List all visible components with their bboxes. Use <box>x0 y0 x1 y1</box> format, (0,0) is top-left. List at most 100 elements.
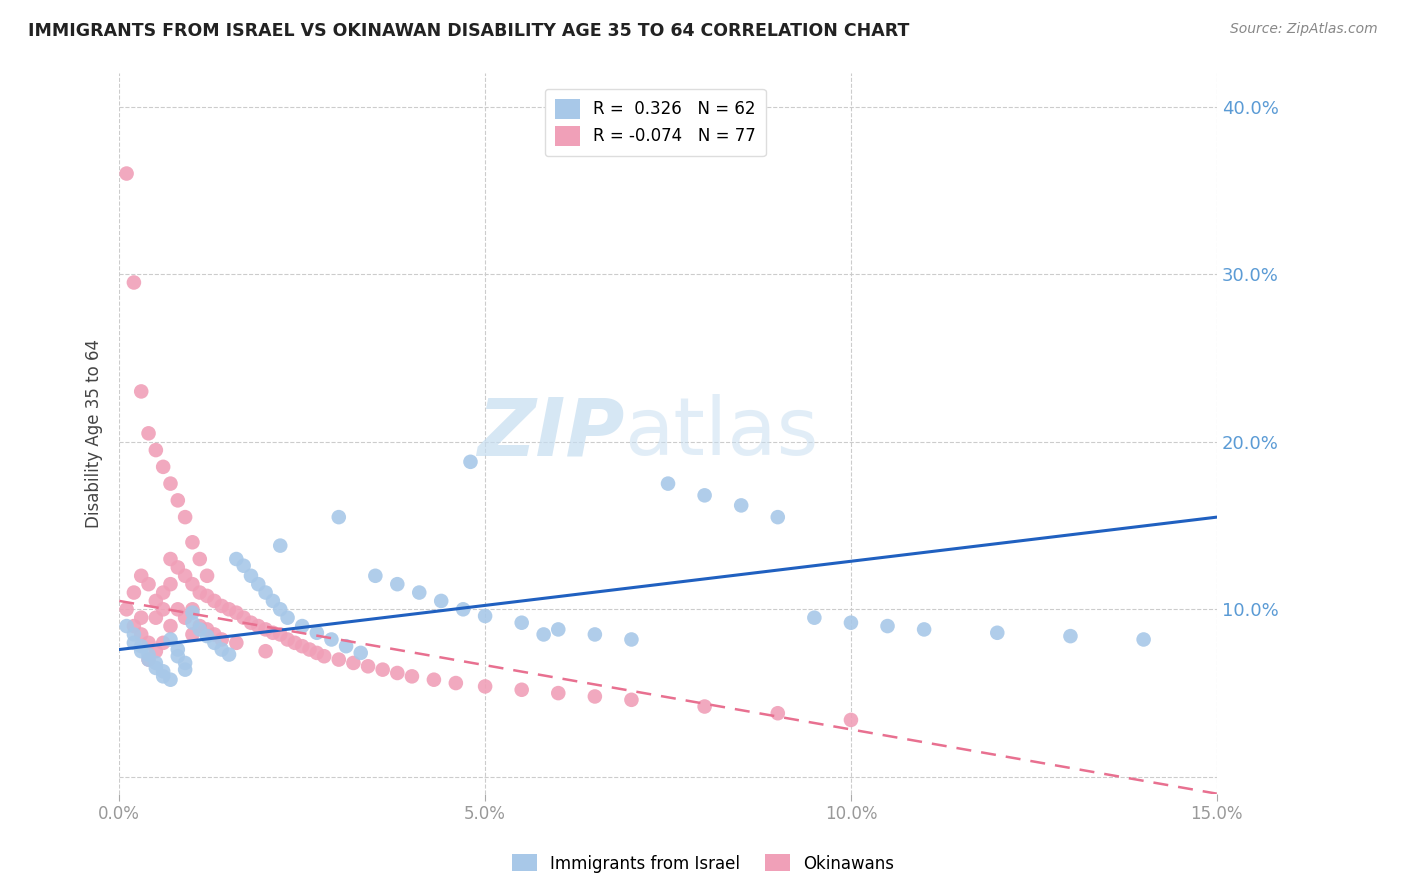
Point <box>291 619 314 633</box>
Point <box>202 636 225 650</box>
Point <box>122 585 145 599</box>
Point <box>314 649 336 664</box>
Point <box>195 623 218 637</box>
Point <box>291 639 314 653</box>
Point <box>277 610 299 624</box>
Point <box>174 569 197 583</box>
Point <box>277 632 299 647</box>
Point <box>262 625 284 640</box>
Point <box>122 619 145 633</box>
Point <box>298 642 321 657</box>
Point <box>202 594 225 608</box>
Point <box>174 663 197 677</box>
Point <box>240 569 263 583</box>
Point <box>181 602 204 616</box>
Point <box>547 623 569 637</box>
Point <box>145 644 167 658</box>
Point <box>145 661 167 675</box>
Point <box>211 642 233 657</box>
Point <box>195 569 218 583</box>
Legend: Immigrants from Israel, Okinawans: Immigrants from Israel, Okinawans <box>505 847 901 880</box>
Point <box>166 602 188 616</box>
Point <box>166 649 188 664</box>
Point <box>225 552 247 566</box>
Point <box>152 459 174 474</box>
Point <box>583 690 606 704</box>
Point <box>181 606 204 620</box>
Point <box>247 619 270 633</box>
Point <box>152 585 174 599</box>
Point <box>730 499 752 513</box>
Point <box>803 610 825 624</box>
Point <box>181 577 204 591</box>
Point <box>138 636 160 650</box>
Point <box>174 656 197 670</box>
Point <box>122 636 145 650</box>
Point <box>129 627 152 641</box>
Point <box>335 639 357 653</box>
Point <box>401 669 423 683</box>
Point <box>364 569 387 583</box>
Point <box>202 627 225 641</box>
Point <box>122 627 145 641</box>
Point <box>321 632 343 647</box>
Point <box>423 673 446 687</box>
Point <box>269 539 291 553</box>
Point <box>152 636 174 650</box>
Point <box>986 625 1008 640</box>
Point <box>166 560 188 574</box>
Point <box>766 706 789 721</box>
Point <box>174 510 197 524</box>
Point <box>262 594 284 608</box>
Point <box>188 552 211 566</box>
Point <box>254 585 277 599</box>
Point <box>122 276 145 290</box>
Text: IMMIGRANTS FROM ISRAEL VS OKINAWAN DISABILITY AGE 35 TO 64 CORRELATION CHART: IMMIGRANTS FROM ISRAEL VS OKINAWAN DISAB… <box>28 22 910 40</box>
Point <box>693 699 716 714</box>
Point <box>657 476 679 491</box>
Legend: R =  0.326   N = 62, R = -0.074   N = 77: R = 0.326 N = 62, R = -0.074 N = 77 <box>544 88 766 156</box>
Point <box>188 585 211 599</box>
Point <box>211 632 233 647</box>
Point <box>342 656 364 670</box>
Text: ZIP: ZIP <box>477 394 624 473</box>
Point <box>166 642 188 657</box>
Point <box>159 552 181 566</box>
Point <box>188 619 211 633</box>
Point <box>284 636 307 650</box>
Point <box>305 646 328 660</box>
Point <box>159 673 181 687</box>
Point <box>474 680 496 694</box>
Point <box>766 510 789 524</box>
Point <box>129 639 152 653</box>
Point <box>138 652 160 666</box>
Point <box>145 656 167 670</box>
Point <box>254 644 277 658</box>
Point <box>328 652 350 666</box>
Point <box>387 665 409 680</box>
Point <box>115 167 138 181</box>
Point <box>408 585 430 599</box>
Point <box>225 636 247 650</box>
Point <box>195 629 218 643</box>
Point <box>350 646 373 660</box>
Point <box>218 602 240 616</box>
Point <box>145 443 167 458</box>
Text: atlas: atlas <box>624 394 818 473</box>
Point <box>232 610 254 624</box>
Point <box>371 663 394 677</box>
Point <box>1132 632 1154 647</box>
Point <box>152 665 174 679</box>
Point <box>510 615 533 630</box>
Point <box>232 558 254 573</box>
Point <box>269 627 291 641</box>
Point <box>533 627 555 641</box>
Point <box>159 476 181 491</box>
Point <box>328 510 350 524</box>
Point <box>240 615 263 630</box>
Point <box>474 609 496 624</box>
Point <box>218 648 240 662</box>
Point <box>1059 629 1081 643</box>
Point <box>174 610 197 624</box>
Point <box>876 619 898 633</box>
